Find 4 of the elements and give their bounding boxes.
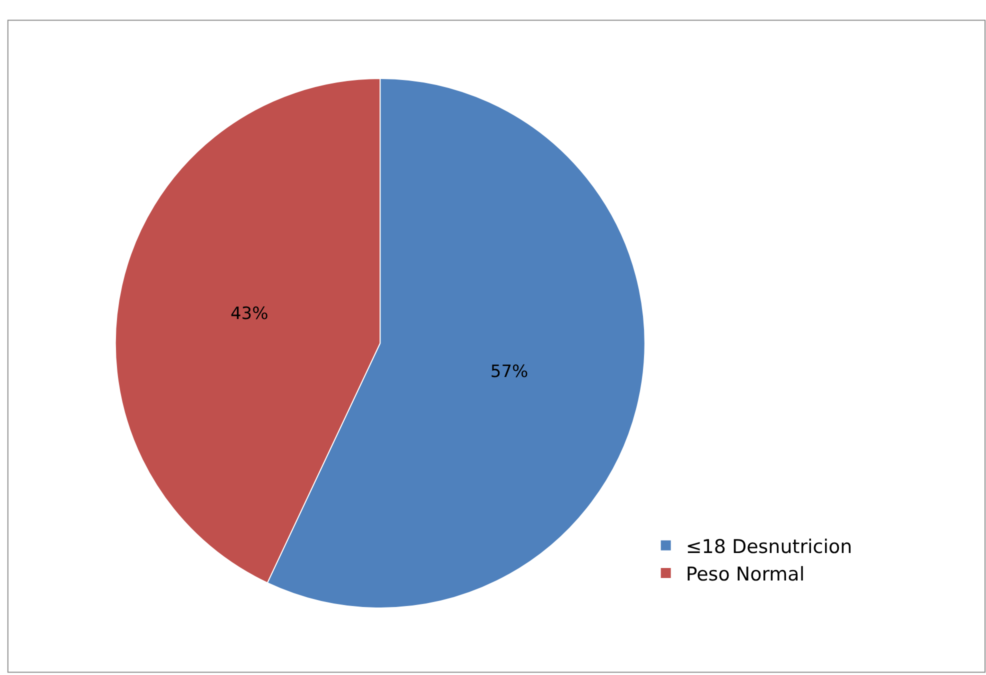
legend-label: Peso Normal	[686, 563, 805, 586]
data-label: 57%	[490, 362, 528, 382]
data-label: 43%	[230, 304, 268, 324]
legend-label: ≤18 Desnutricion	[686, 536, 852, 558]
